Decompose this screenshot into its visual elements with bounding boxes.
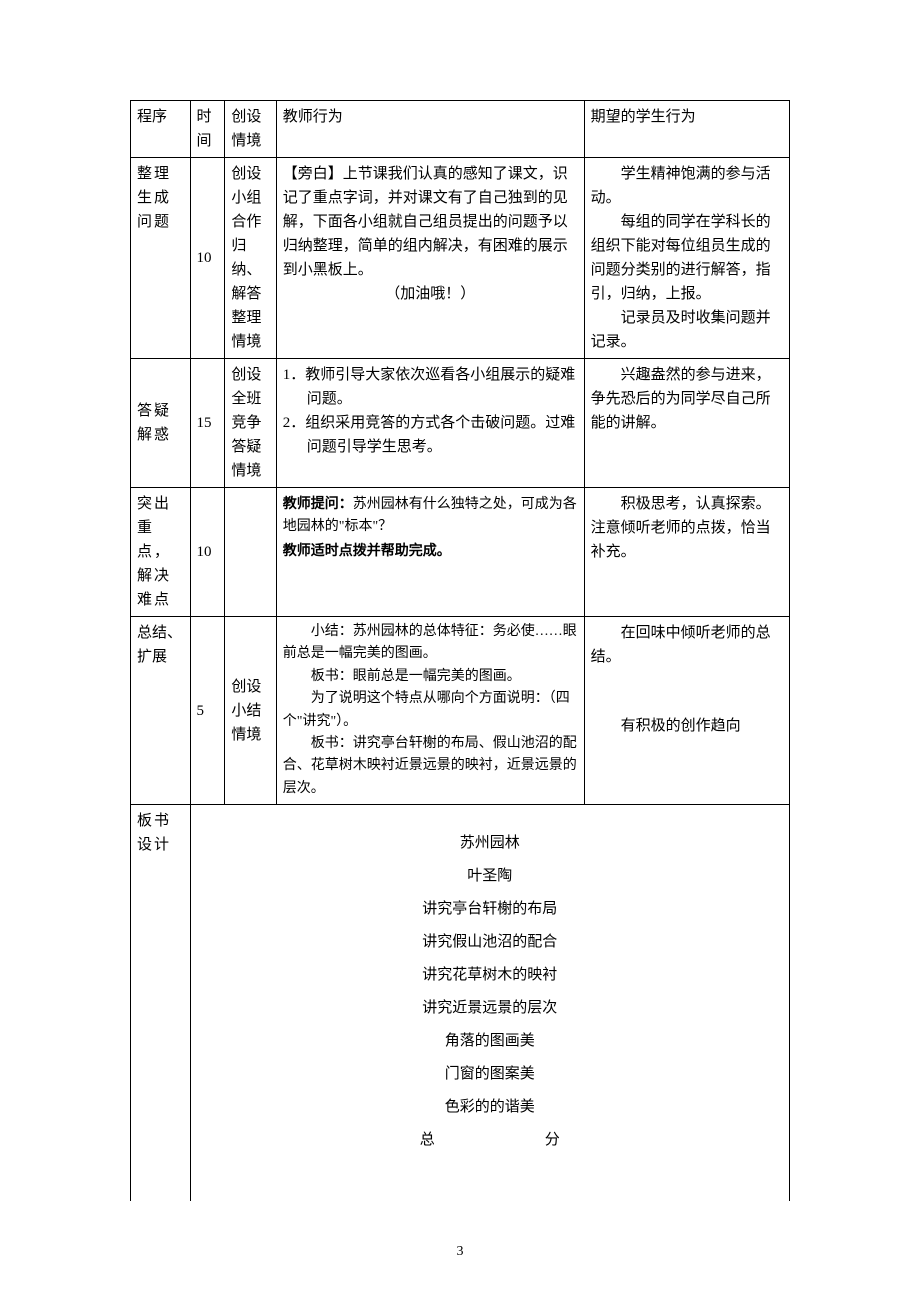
- cell-prog-2: 答疑解惑: [131, 359, 191, 488]
- row-organize: 整理生成问题 10 创设小组合作归纳、解答整理情境 【旁白】上节课我们认真的感知…: [131, 158, 790, 359]
- cell-prog-5: 板书设计: [131, 805, 191, 1202]
- cell-time-1: 10: [190, 158, 225, 359]
- tch4-l1: 小结：苏州园林的总体特征：务必使……眼前总是一幅完美的图画。: [283, 621, 578, 666]
- cell-stu-4: 在回味中倾听老师的总结。 有积极的创作趋向: [584, 617, 789, 805]
- cell-stu-3: 积极思考，认真探索。 注意倾听老师的点拨，恰当补充。: [584, 488, 789, 617]
- header-procedure: 程序: [131, 101, 191, 158]
- row-qa: 答疑解惑 15 创设全班竞争答疑情境 1．教师引导大家依次巡看各小组展示的疑难问…: [131, 359, 790, 488]
- cell-prog-3: 突出重点，解决难点: [131, 488, 191, 617]
- cell-ctx-4: 创设小结情境: [225, 617, 276, 805]
- row-summary: 总结、扩展 5 创设小结情境 小结：苏州园林的总体特征：务必使……眼前总是一幅完…: [131, 617, 790, 805]
- row-keypoints: 突出重点，解决难点 10 教师提问：苏州园林有什么独特之处，可成为各地园林的"标…: [131, 488, 790, 617]
- cell-stu-2: 兴趣盎然的参与进来，争先恐后的为同学尽自己所能的讲解。: [584, 359, 789, 488]
- cell-prog-4: 总结、扩展: [131, 617, 191, 805]
- cell-board: 苏州园林 叶圣陶 讲究亭台轩榭的布局 讲究假山池沼的配合 讲究花草树木的映衬 讲…: [190, 805, 789, 1202]
- row-board: 板书设计 苏州园林 叶圣陶 讲究亭台轩榭的布局 讲究假山池沼的配合 讲究花草树木…: [131, 805, 790, 1202]
- header-student: 期望的学生行为: [584, 101, 789, 158]
- header-row: 程序 时间 创设情境 教师行为 期望的学生行为: [131, 101, 790, 158]
- page-number: 3: [130, 1241, 790, 1263]
- board-l6: 讲究近景远景的层次: [197, 992, 783, 1025]
- cell-time-2: 15: [190, 359, 225, 488]
- board-l10: 总分: [197, 1124, 783, 1157]
- cell-ctx-2: 创设全班竞争答疑情境: [225, 359, 276, 488]
- cell-tch-1: 【旁白】上节课我们认真的感知了课文，识记了重点字词，并对课文有了自己独到的见解，…: [276, 158, 584, 359]
- tch1-extra: （加油哦！）: [385, 286, 475, 302]
- cell-stu-1: 学生精神饱满的参与活动。 每组的同学在学科长的组织下能对每位组员生成的问题分类别…: [584, 158, 789, 359]
- stu2: 兴趣盎然的参与进来，争先恐后的为同学尽自己所能的讲解。: [591, 363, 783, 435]
- cell-tch-4: 小结：苏州园林的总体特征：务必使……眼前总是一幅完美的图画。 板书：眼前总是一幅…: [276, 617, 584, 805]
- tch1-main: 【旁白】上节课我们认真的感知了课文，识记了重点字词，并对课文有了自己独到的见解，…: [283, 166, 568, 278]
- stu1-p2: 每组的同学在学科长的组织下能对每位组员生成的问题分类别的进行解答，指引，归纳，上…: [591, 210, 783, 306]
- stu1-p3: 记录员及时收集问题并记录。: [591, 306, 783, 354]
- cell-tch-2: 1．教师引导大家依次巡看各小组展示的疑难问题。 2．组织采用竞答的方式各个击破问…: [276, 359, 584, 488]
- header-teacher: 教师行为: [276, 101, 584, 158]
- cell-time-4: 5: [190, 617, 225, 805]
- tch2-li2: 2．组织采用竞答的方式各个击破问题。过难问题引导学生思考。: [283, 411, 578, 459]
- stu3-p2: 注意倾听老师的点拨，恰当补充。: [591, 520, 771, 560]
- tch4-l4: 板书：讲究亭台轩榭的布局、假山池沼的配合、花草树木映衬近景远景的映衬，近景远景的…: [283, 733, 578, 800]
- cell-ctx-3: [225, 488, 276, 617]
- board-l5: 讲究花草树木的映衬: [197, 959, 783, 992]
- tch3-h: 教师适时点拨并帮助完成。: [283, 539, 578, 561]
- board-l7: 角落的图画美: [197, 1025, 783, 1058]
- stu4-p2: 有积极的创作趋向: [591, 714, 783, 738]
- stu3-p1: 积极思考，认真探索。: [591, 492, 783, 516]
- board-l4: 讲究假山池沼的配合: [197, 926, 783, 959]
- stu4-p1: 在回味中倾听老师的总结。: [591, 621, 783, 669]
- tch2-li1: 1．教师引导大家依次巡看各小组展示的疑难问题。: [283, 363, 578, 411]
- board-l3: 讲究亭台轩榭的布局: [197, 893, 783, 926]
- stu1-p1: 学生精神饱满的参与活动。: [591, 162, 783, 210]
- tch4-l2: 板书：眼前总是一幅完美的图画。: [283, 666, 578, 688]
- header-context: 创设情境: [225, 101, 276, 158]
- board-l2: 叶圣陶: [197, 860, 783, 893]
- board-l8: 门窗的图案美: [197, 1058, 783, 1091]
- tch3-qlabel: 教师提问：: [283, 495, 353, 511]
- tch4-l3: 为了说明这个特点从哪向个方面说明：（四个"讲究"）。: [283, 688, 578, 733]
- cell-ctx-1: 创设小组合作归纳、解答整理情境: [225, 158, 276, 359]
- cell-tch-3: 教师提问：苏州园林有什么独特之处，可成为各地园林的"标本"？ 教师适时点拨并帮助…: [276, 488, 584, 617]
- header-time: 时间: [190, 101, 225, 158]
- cell-prog-1: 整理生成问题: [131, 158, 191, 359]
- board-l9: 色彩的的谐美: [197, 1091, 783, 1124]
- board-l1: 苏州园林: [197, 827, 783, 860]
- board-design-block: 苏州园林 叶圣陶 讲究亭台轩榭的布局 讲究假山池沼的配合 讲究花草树木的映衬 讲…: [197, 809, 783, 1197]
- lesson-plan-table: 程序 时间 创设情境 教师行为 期望的学生行为 整理生成问题 10 创设小组合作…: [130, 100, 790, 1201]
- cell-time-3: 10: [190, 488, 225, 617]
